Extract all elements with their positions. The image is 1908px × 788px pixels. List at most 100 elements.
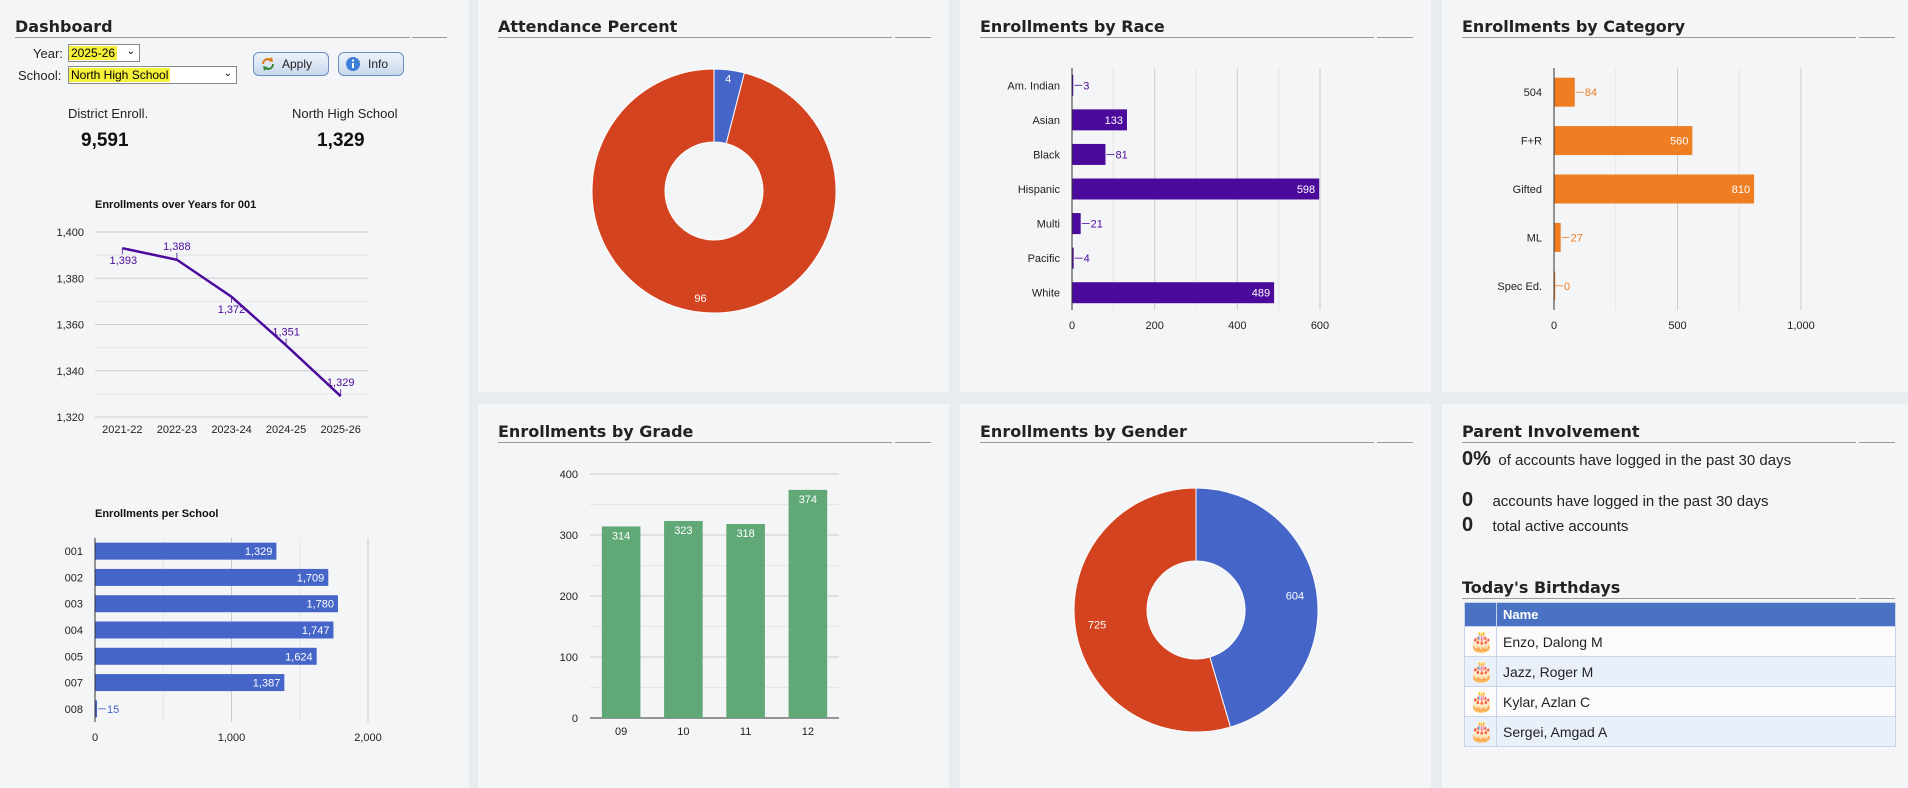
title-divider [1462, 37, 1856, 38]
data-label: 323 [674, 525, 692, 537]
data-label: 1,351 [272, 326, 300, 338]
x-tick-label: 12 [802, 726, 814, 738]
data-label: 96 [694, 293, 706, 305]
y-tick-label: F+R [1521, 136, 1542, 148]
category-chart: 0 500 1,000 504 84 F+R 560 Gifted 810 ML 27 Spec Ed… [1497, 68, 1815, 332]
parent-logged-text: accounts have logged in the past 30 days [1492, 493, 1769, 510]
title-divider [412, 37, 447, 38]
y-tick-label: 200 [560, 591, 578, 603]
x-tick-label: 400 [1228, 320, 1246, 332]
x-tick-label: 500 [1668, 320, 1686, 332]
gender-title: Enrollments by Gender [980, 422, 1187, 441]
enrollments-years-chart: Enrollments over Years for 001 1,400 1,380… [56, 199, 368, 436]
apply-button-label: Apply [282, 57, 313, 71]
bar [1072, 282, 1275, 304]
bar [95, 621, 334, 639]
data-label: 1,747 [302, 625, 330, 637]
school-select[interactable]: North High School ⌄ [68, 66, 237, 84]
dashboard-title: Dashboard [15, 17, 113, 36]
bar [1072, 247, 1074, 269]
data-label: 81 [1115, 149, 1127, 161]
info-button[interactable]: Info [338, 52, 404, 76]
bar [1072, 109, 1127, 131]
data-label: 21 [1091, 219, 1103, 231]
y-tick-label: Gifted [1513, 184, 1542, 196]
data-label: 725 [1088, 619, 1106, 631]
data-label: 1,709 [297, 572, 325, 584]
table-row: 🎂 Jazz, Roger M [1464, 656, 1896, 687]
data-label: 1,372 [218, 304, 246, 316]
data-label: 560 [1670, 136, 1688, 148]
y-tick-label: 005 [65, 651, 83, 663]
title-divider [498, 442, 892, 443]
y-tick-label: 003 [65, 599, 83, 611]
school-label: School: [18, 68, 62, 83]
bar [95, 595, 338, 613]
data-label: 318 [736, 528, 754, 540]
y-tick-label: Asian [1032, 115, 1060, 127]
y-tick-label: White [1032, 288, 1060, 300]
x-tick-label: 1,000 [1787, 320, 1815, 332]
y-tick-label: 300 [560, 530, 578, 542]
data-label: 3 [1083, 80, 1089, 92]
cake-icon: 🎂 [1464, 656, 1497, 687]
parent-active-text: total active accounts [1492, 518, 1629, 535]
y-tick-label: Hispanic [1018, 184, 1061, 196]
slice [591, 68, 837, 314]
y-tick-label: 400 [560, 469, 578, 481]
title-divider [1859, 442, 1895, 443]
data-label: 489 [1252, 288, 1270, 300]
title-divider [980, 442, 1374, 443]
apply-button[interactable]: Apply [253, 52, 329, 76]
title-divider [15, 37, 410, 38]
birthday-name: Kylar, Azlan C [1496, 686, 1896, 717]
x-tick-label: 1,000 [218, 732, 246, 744]
bar [788, 489, 828, 718]
cake-icon: 🎂 [1464, 686, 1497, 717]
data-label: 1,387 [253, 678, 281, 690]
parent-title: Parent Involvement [1462, 422, 1640, 441]
title-divider [498, 37, 892, 38]
data-label: 4 [725, 73, 731, 85]
x-tick-label: 600 [1311, 320, 1329, 332]
parent-pct-row: 0% of accounts have logged in the past 3… [1462, 448, 1791, 471]
slice [1195, 487, 1319, 728]
x-tick-label: 2,000 [354, 732, 382, 744]
table-row: 🎂 Sergei, Amgad A [1464, 716, 1896, 747]
data-label: 84 [1585, 87, 1597, 99]
info-icon [346, 57, 360, 71]
cake-icon: 🎂 [1464, 716, 1497, 747]
year-select[interactable]: 2025-26 ⌄ [68, 44, 140, 62]
birthdays-table: Name 🎂 Enzo, Dalong M 🎂 Jazz, Roger M 🎂 … [1464, 602, 1896, 747]
district-enroll-value: 9,591 [81, 130, 129, 151]
data-label: 1,624 [285, 651, 313, 663]
bar [95, 647, 317, 665]
birthday-name: Sergei, Amgad A [1496, 716, 1896, 747]
x-tick-label: 0 [1069, 320, 1075, 332]
y-tick-label: 007 [65, 678, 83, 690]
school-enroll-label: North High School [292, 106, 398, 121]
data-label: 0 [1564, 281, 1570, 293]
parent-logged-row: 0 accounts have logged in the past 30 da… [1462, 489, 1768, 512]
x-tick-label: 09 [615, 726, 627, 738]
x-tick-label: 2023-24 [211, 424, 251, 436]
y-tick-label: 1,320 [56, 412, 84, 424]
y-tick-label: Spec Ed. [1497, 281, 1542, 293]
data-label: 1,329 [327, 377, 355, 389]
attendance-chart: 96 4 [591, 68, 837, 314]
race-title: Enrollments by Race [980, 17, 1165, 36]
attendance-title: Attendance Percent [498, 17, 678, 36]
bar [1554, 126, 1693, 156]
y-tick-label: Pacific [1028, 253, 1061, 265]
table-row: 🎂 Enzo, Dalong M [1464, 626, 1896, 657]
x-tick-label: 2021-22 [102, 424, 142, 436]
year-select-value: 2025-26 [69, 46, 118, 60]
bar [1072, 213, 1081, 235]
title-divider [895, 442, 931, 443]
bar [1072, 74, 1074, 96]
title-divider [1859, 37, 1895, 38]
y-tick-label: 004 [65, 625, 83, 637]
bar [1554, 271, 1556, 301]
y-tick-label: 1,400 [56, 227, 84, 239]
data-label: 15 [107, 704, 119, 716]
